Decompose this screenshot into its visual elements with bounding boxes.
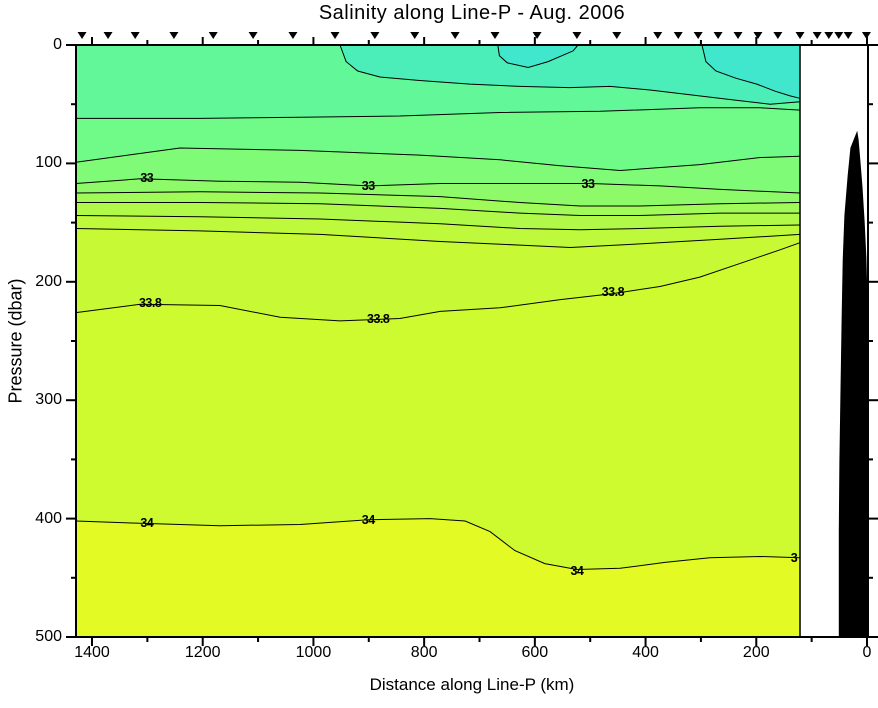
contour-line-c338 (75, 242, 801, 322)
contour-line-c337 (75, 228, 801, 249)
station-marker-icon (733, 32, 743, 39)
station-marker-icon (410, 32, 420, 39)
y-tick-label: 500 (35, 628, 62, 645)
contour-label: 33 (361, 178, 375, 193)
station-marker-icon (330, 32, 340, 39)
station-marker-icon (773, 32, 783, 39)
color-band-pocket (497, 45, 578, 68)
station-marker-icon (673, 32, 683, 39)
y-tick-label: 200 (35, 272, 62, 290)
station-marker-icon (130, 32, 140, 39)
y-axis-title: Pressure (dbar) (5, 278, 26, 404)
contour-label: 33.8 (367, 311, 390, 326)
x-tick-label: 400 (632, 644, 659, 661)
contour-line-c336 (75, 215, 801, 231)
station-marker-icon (812, 32, 822, 39)
chart-title: Salinity along Line-P - Aug. 2006 (318, 2, 626, 24)
contour-line-c326 (75, 107, 801, 119)
contour-label: 33.8 (138, 296, 162, 311)
contour-label: 33 (140, 170, 154, 185)
contour-line-c328 (75, 147, 801, 172)
station-marker-icon (843, 32, 853, 39)
contour-line-c33 (75, 178, 801, 194)
station-marker-icon (795, 32, 805, 39)
x-tick-label: 1400 (74, 644, 110, 661)
station-marker-icon (753, 32, 763, 39)
land-mask (838, 130, 869, 638)
color-band (75, 228, 800, 321)
contour-label: 33.8 (601, 285, 625, 300)
station-marker-icon (713, 32, 723, 39)
contour-label: 33 (581, 176, 595, 191)
station-marker-icon (248, 32, 258, 39)
station-marker-icon (824, 32, 834, 39)
contour-line-c332 (75, 191, 801, 207)
x-tick-label: 1000 (295, 644, 332, 661)
contour-line-corner (701, 44, 801, 99)
station-marker-icon (103, 32, 113, 39)
contour-label: 34 (140, 516, 154, 531)
station-marker-icon (861, 32, 871, 39)
color-band (75, 148, 800, 193)
station-marker-icon (653, 32, 663, 39)
station-marker-icon (77, 32, 87, 39)
station-marker-icon (490, 32, 500, 39)
color-band (75, 242, 800, 570)
color-band (75, 178, 800, 206)
color-band (75, 107, 800, 171)
station-marker-icon (450, 32, 460, 39)
contour-line-slope (339, 44, 801, 105)
color-band (75, 202, 800, 230)
station-marker-icon (288, 32, 298, 39)
y-tick-label: 0 (53, 36, 62, 53)
contour-line-c334 (75, 202, 800, 216)
station-marker-icon (612, 32, 622, 39)
station-marker-icon (572, 32, 582, 39)
contour-label: 34 (361, 512, 375, 527)
station-marker-icon (834, 32, 844, 39)
color-band-corner (702, 45, 800, 99)
y-tick-label: 100 (35, 154, 62, 172)
x-axis-title: Distance along Line-P (km) (369, 675, 575, 694)
station-marker-icon (169, 32, 179, 39)
color-band (75, 215, 800, 248)
x-tick-label: 600 (521, 644, 549, 661)
contour-label: 34 (570, 563, 584, 578)
station-marker-icon (693, 32, 703, 39)
station-marker-icon (532, 32, 542, 39)
contour-line-c34 (75, 518, 801, 571)
contour-label: 3 (790, 550, 798, 565)
color-band (75, 191, 800, 216)
station-marker-icon (370, 32, 380, 39)
x-tick-label: 0 (862, 644, 872, 661)
station-marker-icon (208, 32, 218, 39)
x-tick-label: 200 (742, 644, 770, 661)
color-band-slope (340, 45, 800, 105)
y-tick-label: 400 (35, 509, 62, 527)
contour-line-pocket (497, 44, 579, 69)
x-tick-label: 800 (410, 644, 438, 661)
color-band (75, 518, 800, 637)
x-tick-label: 1200 (184, 644, 221, 661)
y-tick-label: 300 (35, 391, 62, 409)
